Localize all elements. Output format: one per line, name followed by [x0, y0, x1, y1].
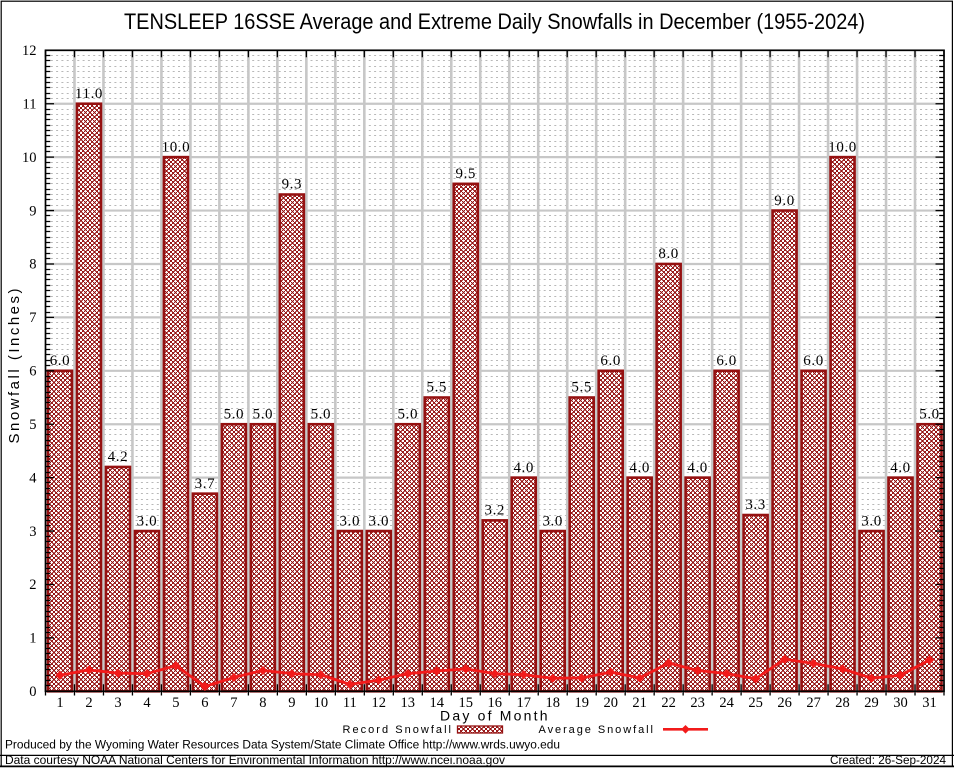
- svg-text:5.0: 5.0: [224, 406, 245, 422]
- svg-text:8.0: 8.0: [658, 246, 679, 262]
- svg-text:26: 26: [777, 695, 792, 711]
- svg-text:28: 28: [835, 695, 850, 711]
- svg-text:5: 5: [172, 695, 179, 711]
- svg-text:15: 15: [459, 695, 474, 711]
- svg-text:1: 1: [29, 631, 36, 647]
- svg-text:10.0: 10.0: [162, 139, 191, 155]
- svg-text:9.0: 9.0: [774, 193, 795, 209]
- svg-text:9.5: 9.5: [455, 166, 476, 182]
- svg-text:TENSLEEP 16SSE Average and Ext: TENSLEEP 16SSE Average and Extreme Daily…: [124, 9, 865, 34]
- svg-text:3.0: 3.0: [340, 513, 361, 529]
- svg-text:5.5: 5.5: [426, 380, 447, 396]
- svg-text:5.5: 5.5: [571, 380, 592, 396]
- svg-text:3.0: 3.0: [137, 513, 158, 529]
- svg-text:Data courtesy NOAA National Ce: Data courtesy NOAA National Centers for …: [5, 753, 506, 767]
- svg-text:3.7: 3.7: [195, 476, 216, 492]
- svg-text:6.0: 6.0: [600, 353, 621, 369]
- svg-text:6.0: 6.0: [803, 353, 824, 369]
- svg-text:13: 13: [401, 695, 416, 711]
- svg-text:23: 23: [690, 695, 705, 711]
- svg-text:2: 2: [85, 695, 92, 711]
- svg-text:30: 30: [893, 695, 908, 711]
- svg-text:22: 22: [661, 695, 676, 711]
- svg-text:10.0: 10.0: [828, 139, 857, 155]
- svg-text:4: 4: [143, 695, 151, 711]
- svg-text:16: 16: [488, 695, 503, 711]
- svg-text:29: 29: [864, 695, 879, 711]
- svg-text:8: 8: [29, 257, 36, 273]
- svg-text:Record Snowfall: Record Snowfall: [343, 724, 452, 736]
- svg-text:4.0: 4.0: [687, 460, 708, 476]
- svg-text:9: 9: [29, 203, 36, 219]
- svg-text:20: 20: [603, 695, 618, 711]
- svg-text:5.0: 5.0: [311, 406, 332, 422]
- svg-text:10: 10: [22, 150, 37, 166]
- svg-text:0: 0: [29, 684, 36, 700]
- svg-text:27: 27: [806, 695, 821, 711]
- svg-text:11.0: 11.0: [75, 86, 103, 102]
- svg-text:4.0: 4.0: [629, 460, 650, 476]
- svg-text:Created: 26-Sep-2024: Created: 26-Sep-2024: [830, 753, 946, 767]
- svg-text:3: 3: [114, 695, 121, 711]
- svg-text:Day of Month: Day of Month: [440, 708, 548, 724]
- svg-text:5: 5: [29, 417, 36, 433]
- svg-text:9.3: 9.3: [282, 177, 303, 193]
- svg-text:6.0: 6.0: [716, 353, 737, 369]
- svg-text:1: 1: [56, 695, 63, 711]
- svg-text:3: 3: [29, 524, 36, 540]
- svg-text:10: 10: [314, 695, 329, 711]
- svg-text:18: 18: [545, 695, 560, 711]
- svg-text:19: 19: [574, 695, 589, 711]
- svg-text:5.0: 5.0: [919, 406, 940, 422]
- svg-text:5.0: 5.0: [398, 406, 419, 422]
- svg-text:3.0: 3.0: [369, 513, 390, 529]
- svg-text:3.3: 3.3: [745, 497, 766, 513]
- svg-text:11: 11: [23, 96, 37, 112]
- svg-text:21: 21: [632, 695, 647, 711]
- svg-text:9: 9: [288, 695, 295, 711]
- svg-text:2: 2: [29, 577, 36, 593]
- svg-text:8: 8: [259, 695, 266, 711]
- svg-text:12: 12: [372, 695, 387, 711]
- svg-text:6.0: 6.0: [50, 353, 71, 369]
- svg-text:6: 6: [29, 364, 36, 380]
- svg-text:4.2: 4.2: [108, 449, 129, 465]
- svg-text:Snowfall (Inches): Snowfall (Inches): [6, 289, 23, 444]
- svg-text:11: 11: [343, 695, 357, 711]
- svg-text:5.0: 5.0: [253, 406, 274, 422]
- svg-text:31: 31: [922, 695, 937, 711]
- svg-text:7: 7: [29, 310, 36, 326]
- svg-text:25: 25: [748, 695, 763, 711]
- svg-text:14: 14: [430, 695, 445, 711]
- svg-text:3.2: 3.2: [484, 503, 505, 519]
- svg-text:4.0: 4.0: [513, 460, 534, 476]
- svg-text:12: 12: [22, 43, 37, 59]
- svg-text:7: 7: [230, 695, 237, 711]
- svg-text:24: 24: [719, 695, 734, 711]
- svg-text:6: 6: [201, 695, 208, 711]
- svg-text:Average Snowfall: Average Snowfall: [539, 724, 654, 736]
- svg-text:3.0: 3.0: [861, 513, 882, 529]
- svg-text:4: 4: [29, 470, 37, 486]
- svg-text:17: 17: [516, 695, 531, 711]
- svg-text:Produced by the Wyoming Water: Produced by the Wyoming Water Resources …: [5, 737, 560, 751]
- svg-text:3.0: 3.0: [542, 513, 563, 529]
- svg-text:4.0: 4.0: [890, 460, 911, 476]
